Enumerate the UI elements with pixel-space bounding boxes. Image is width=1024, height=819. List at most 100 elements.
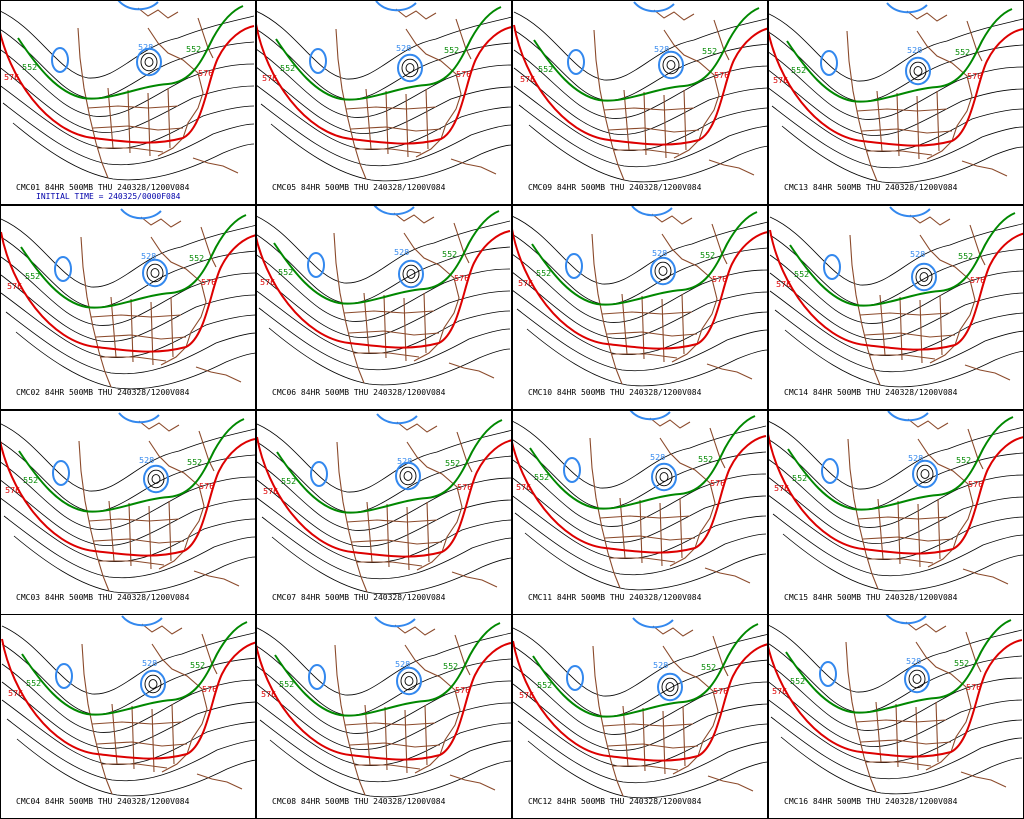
contour-label-blue: 528 — [653, 661, 668, 670]
coastline — [354, 352, 420, 358]
height-contour — [256, 289, 511, 355]
coastline — [148, 505, 152, 570]
contour-552 — [275, 6, 502, 101]
coastline — [857, 516, 949, 520]
height-contour — [3, 515, 256, 579]
height-contour — [13, 535, 256, 594]
closed-low-contour — [397, 53, 423, 83]
height-contour — [256, 215, 511, 284]
coastline — [862, 536, 954, 542]
panel-caption: CMC12 84HR 500MB THU 240328/1200V084 — [528, 797, 702, 806]
coastline — [623, 89, 630, 151]
contour-label-red: 576 — [714, 71, 729, 80]
coastline — [622, 705, 629, 767]
height-contour — [259, 719, 512, 783]
coastline — [141, 623, 183, 635]
contour-label-green: 552 — [536, 269, 551, 278]
height-contour — [2, 102, 255, 166]
contour-label-blue: 528 — [141, 252, 156, 261]
height-contour — [772, 513, 1024, 577]
coastline — [404, 644, 461, 774]
coastline — [108, 500, 115, 562]
coastline — [961, 160, 1008, 177]
coastline — [907, 418, 949, 430]
coastline — [847, 438, 879, 590]
contour-label-red: 576 — [8, 689, 23, 698]
contour-576 — [256, 436, 512, 558]
coastline — [614, 149, 680, 155]
closed-low-contour — [396, 666, 422, 696]
contour-576 — [0, 435, 256, 557]
contour-label-red: 576 — [966, 683, 981, 692]
height-contour — [512, 665, 768, 735]
height-contour — [513, 67, 768, 135]
coastline — [78, 440, 110, 592]
coastline — [365, 88, 372, 150]
contour-label-green: 552 — [701, 663, 716, 672]
contour-label-red: 576 — [518, 279, 533, 288]
coastline — [346, 519, 438, 523]
height-contour — [256, 441, 512, 513]
contour-576 — [256, 230, 511, 349]
closed-low-contour — [650, 256, 676, 286]
coastline — [704, 567, 751, 584]
coastline — [659, 502, 663, 567]
contour-label-red: 576 — [260, 278, 275, 287]
closed-low-contour — [633, 1, 675, 13]
contour-576 — [769, 229, 1024, 351]
contour-label-green: 552 — [186, 45, 201, 54]
coastline — [396, 421, 438, 433]
contour-label-green: 552 — [25, 272, 40, 281]
height-contour — [518, 104, 768, 168]
contour-label-red: 576 — [263, 487, 278, 496]
coastline — [915, 706, 919, 771]
coastline — [651, 213, 693, 225]
ensemble-panel-cmc05: 576 576 552 552 528 CMC05 84HR 500MB THU 2403… — [256, 0, 512, 205]
coastline — [641, 295, 645, 360]
coastline — [110, 296, 117, 358]
height-contour — [256, 10, 512, 80]
height-contour — [768, 420, 1024, 490]
coastline — [425, 88, 429, 150]
closed-low-contour — [403, 471, 413, 481]
coastline — [151, 643, 208, 773]
contour-label-green: 552 — [534, 473, 549, 482]
closed-low-contour — [148, 679, 158, 689]
coastline — [706, 363, 753, 380]
closed-low-contour — [916, 464, 934, 484]
coastline — [333, 232, 365, 384]
height-contour — [768, 476, 1024, 544]
height-contour — [0, 497, 256, 563]
height-contour — [268, 327, 511, 386]
coastline — [653, 9, 695, 21]
ensemble-panel-cmc07: 576 576 552 552 528 CMC07 84HR 500MB THU 2403… — [256, 410, 512, 615]
coastline — [876, 90, 883, 152]
closed-low-contour — [885, 614, 927, 625]
coastline — [612, 353, 678, 359]
height-contour — [256, 497, 512, 564]
coastline — [193, 570, 240, 587]
coastline — [964, 364, 1011, 381]
contour-label-red: 576 — [457, 483, 472, 492]
coastline — [405, 28, 462, 158]
contour-label-green: 552 — [444, 46, 459, 55]
panel-caption: CMC07 84HR 500MB THU 240328/1200V084 — [272, 593, 446, 602]
coastline — [864, 332, 956, 338]
coastline — [88, 518, 180, 522]
contour-label-blue: 528 — [139, 456, 154, 465]
contour-label-green: 552 — [189, 254, 204, 263]
closed-low-contour — [565, 253, 583, 279]
closed-low-contour — [909, 61, 927, 81]
coastline — [663, 94, 667, 159]
height-contour — [0, 461, 256, 530]
height-contour — [256, 272, 511, 338]
height-contour — [0, 67, 255, 133]
coastline — [355, 764, 421, 770]
ensemble-panel-cmc03: 576 576 552 552 528 CMC03 84HR 500MB THU 2403… — [0, 410, 256, 615]
closed-low-contour — [819, 661, 837, 687]
coastline — [195, 366, 242, 383]
coastline — [849, 234, 881, 386]
closed-low-contour — [629, 410, 671, 421]
